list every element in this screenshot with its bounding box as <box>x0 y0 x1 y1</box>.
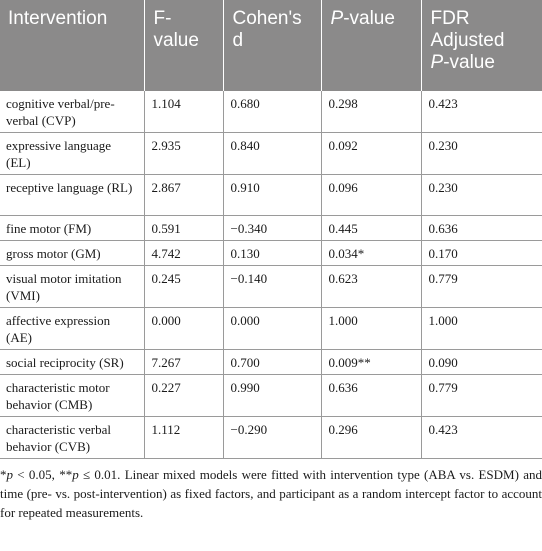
cell-cohens-d: −0.340 <box>222 215 321 241</box>
cell-intervention: social reciprocity (SR) <box>0 349 144 375</box>
cell-cohens-d: 0.700 <box>222 349 321 375</box>
table-row: cognitive verbal/pre-verbal (CVP) 1.104 … <box>0 91 542 133</box>
cell-intervention: visual motor imitation (VMI) <box>0 265 144 308</box>
header-f-value: F-value <box>143 0 223 91</box>
header-fdr-line1: FDR Adjusted <box>430 8 505 51</box>
footnote-part1: < 0.05, ** <box>13 467 73 482</box>
cell-fdr-value: 0.423 <box>420 416 542 459</box>
cell-p-value: 0.636 <box>320 374 421 417</box>
cell-p-value: 0.034* <box>320 240 421 266</box>
cell-fdr-value: 0.779 <box>420 265 542 308</box>
cell-cohens-d: 0.000 <box>222 307 321 350</box>
cell-fdr-value: 0.779 <box>420 374 542 417</box>
cell-p-value: 0.009** <box>320 349 421 375</box>
cell-fdr-value: 0.230 <box>420 174 542 216</box>
header-intervention-label: Intervention <box>8 8 108 29</box>
cell-f-value: 4.742 <box>143 240 223 266</box>
cell-fdr-value: 0.423 <box>420 91 542 133</box>
cell-p-value: 0.445 <box>320 215 421 241</box>
table-row: affective expression (AE) 0.000 0.000 1.… <box>0 307 542 350</box>
cell-intervention: gross motor (GM) <box>0 240 144 266</box>
footnote-p1: p <box>6 467 14 482</box>
cell-cohens-d: 0.990 <box>222 374 321 417</box>
cell-fdr-value: 0.090 <box>420 349 542 375</box>
header-cohens-d-label: Cohen's d <box>232 8 302 51</box>
cell-intervention: characteristic verbal behavior (CVB) <box>0 416 144 459</box>
cell-fdr-value: 0.636 <box>420 215 542 241</box>
table-row: receptive language (RL) 2.867 0.910 0.09… <box>0 174 542 216</box>
table-row: characteristic motor behavior (CMB) 0.22… <box>0 374 542 417</box>
table-row: expressive language (EL) 2.935 0.840 0.0… <box>0 132 542 175</box>
table-row: gross motor (GM) 4.742 0.130 0.034* 0.17… <box>0 240 542 266</box>
table-row: fine motor (FM) 0.591 −0.340 0.445 0.636 <box>0 215 542 241</box>
cell-f-value: 0.000 <box>143 307 223 350</box>
cell-f-value: 7.267 <box>143 349 223 375</box>
cell-fdr-value: 0.230 <box>420 132 542 175</box>
cell-cohens-d: −0.290 <box>222 416 321 459</box>
cell-cohens-d: −0.140 <box>222 265 321 308</box>
table-body: cognitive verbal/pre-verbal (CVP) 1.104 … <box>0 91 542 459</box>
cell-f-value: 0.227 <box>143 374 223 417</box>
header-p-rest: -value <box>343 8 395 29</box>
results-table: Intervention F-value Cohen's d P-value F… <box>0 0 542 459</box>
cell-p-value: 1.000 <box>320 307 421 350</box>
cell-p-value: 0.096 <box>320 174 421 216</box>
cell-p-value: 0.092 <box>320 132 421 175</box>
cell-f-value: 2.867 <box>143 174 223 216</box>
cell-cohens-d: 0.680 <box>222 91 321 133</box>
table-row: social reciprocity (SR) 7.267 0.700 0.00… <box>0 349 542 375</box>
cell-f-value: 1.112 <box>143 416 223 459</box>
header-fdr-p-rest: -value <box>443 52 495 73</box>
cell-intervention: expressive language (EL) <box>0 132 144 175</box>
footnote-p2: p <box>72 467 79 482</box>
cell-intervention: receptive language (RL) <box>0 174 144 216</box>
header-f-value-label: F-value <box>153 8 199 51</box>
cell-p-value: 0.296 <box>320 416 421 459</box>
cell-p-value: 0.623 <box>320 265 421 308</box>
cell-intervention: fine motor (FM) <box>0 215 144 241</box>
cell-intervention: affective expression (AE) <box>0 307 144 350</box>
cell-cohens-d: 0.130 <box>222 240 321 266</box>
table-header: Intervention F-value Cohen's d P-value F… <box>0 0 542 91</box>
cell-cohens-d: 0.910 <box>222 174 321 216</box>
cell-cohens-d: 0.840 <box>222 132 321 175</box>
cell-fdr-value: 1.000 <box>420 307 542 350</box>
header-p-italic: P <box>330 8 344 29</box>
header-p-value: P-value <box>320 0 421 91</box>
cell-f-value: 2.935 <box>143 132 223 175</box>
header-cohens-d: Cohen's d <box>222 0 321 91</box>
cell-f-value: 0.591 <box>143 215 223 241</box>
cell-fdr-value: 0.170 <box>420 240 542 266</box>
table-row: characteristic verbal behavior (CVB) 1.1… <box>0 416 542 459</box>
table-footnote: *p < 0.05, **p ≤ 0.01. Linear mixed mode… <box>0 459 542 522</box>
table-row: visual motor imitation (VMI) 0.245 −0.14… <box>0 265 542 308</box>
footnote-part2: ≤ 0.01. Linear mixed models were fitted … <box>0 467 542 520</box>
header-fdr-p-italic: P <box>430 52 444 73</box>
cell-intervention: cognitive verbal/pre-verbal (CVP) <box>0 91 144 133</box>
header-fdr-adjusted: FDR Adjusted P-value <box>420 0 542 91</box>
cell-intervention: characteristic motor behavior (CMB) <box>0 374 144 417</box>
cell-f-value: 1.104 <box>143 91 223 133</box>
cell-p-value: 0.298 <box>320 91 421 133</box>
footnote-star: * <box>0 467 7 482</box>
header-intervention: Intervention <box>0 0 144 91</box>
cell-f-value: 0.245 <box>143 265 223 308</box>
header-row: Intervention F-value Cohen's d P-value F… <box>0 0 542 91</box>
